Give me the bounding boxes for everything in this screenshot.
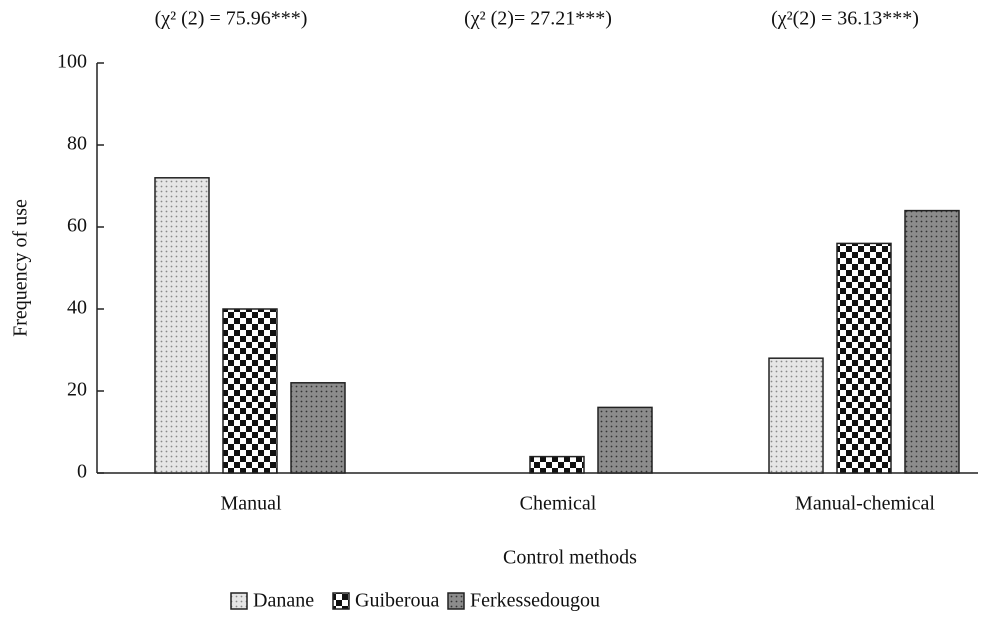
y-tick-label: 100 [57, 51, 87, 73]
annotation: (χ² (2) = 75.96***) [155, 8, 308, 30]
y-axis-title: Frequency of use [10, 199, 32, 337]
y-tick-label: 20 [67, 379, 87, 401]
legend-swatch [447, 592, 465, 610]
bar [597, 406, 653, 474]
x-tick-label: Manual-chemical [795, 493, 935, 515]
y-tick-label: 40 [67, 297, 87, 319]
bar [836, 242, 892, 474]
legend-label: Danane [253, 590, 314, 612]
x-tick-label: Manual [220, 493, 282, 515]
legend-label: Guiberoua [355, 590, 440, 612]
bar [290, 382, 346, 474]
y-tick-label: 80 [67, 133, 87, 155]
annotation: (χ²(2) = 36.13***) [771, 8, 919, 30]
x-tick-label: Chemical [520, 493, 597, 515]
y-tick-label: 60 [67, 215, 87, 237]
bar [154, 177, 210, 474]
legend-label: Ferkessedougou [470, 590, 600, 612]
bar [904, 209, 960, 474]
legend-swatch [332, 592, 350, 610]
annotation: (χ² (2)= 27.21***) [464, 8, 612, 30]
legend-swatch [230, 592, 248, 610]
bar [222, 308, 278, 474]
y-tick-label: 0 [77, 461, 87, 483]
x-axis-title: Control methods [503, 547, 637, 569]
bar [529, 455, 585, 474]
bar [768, 357, 824, 474]
